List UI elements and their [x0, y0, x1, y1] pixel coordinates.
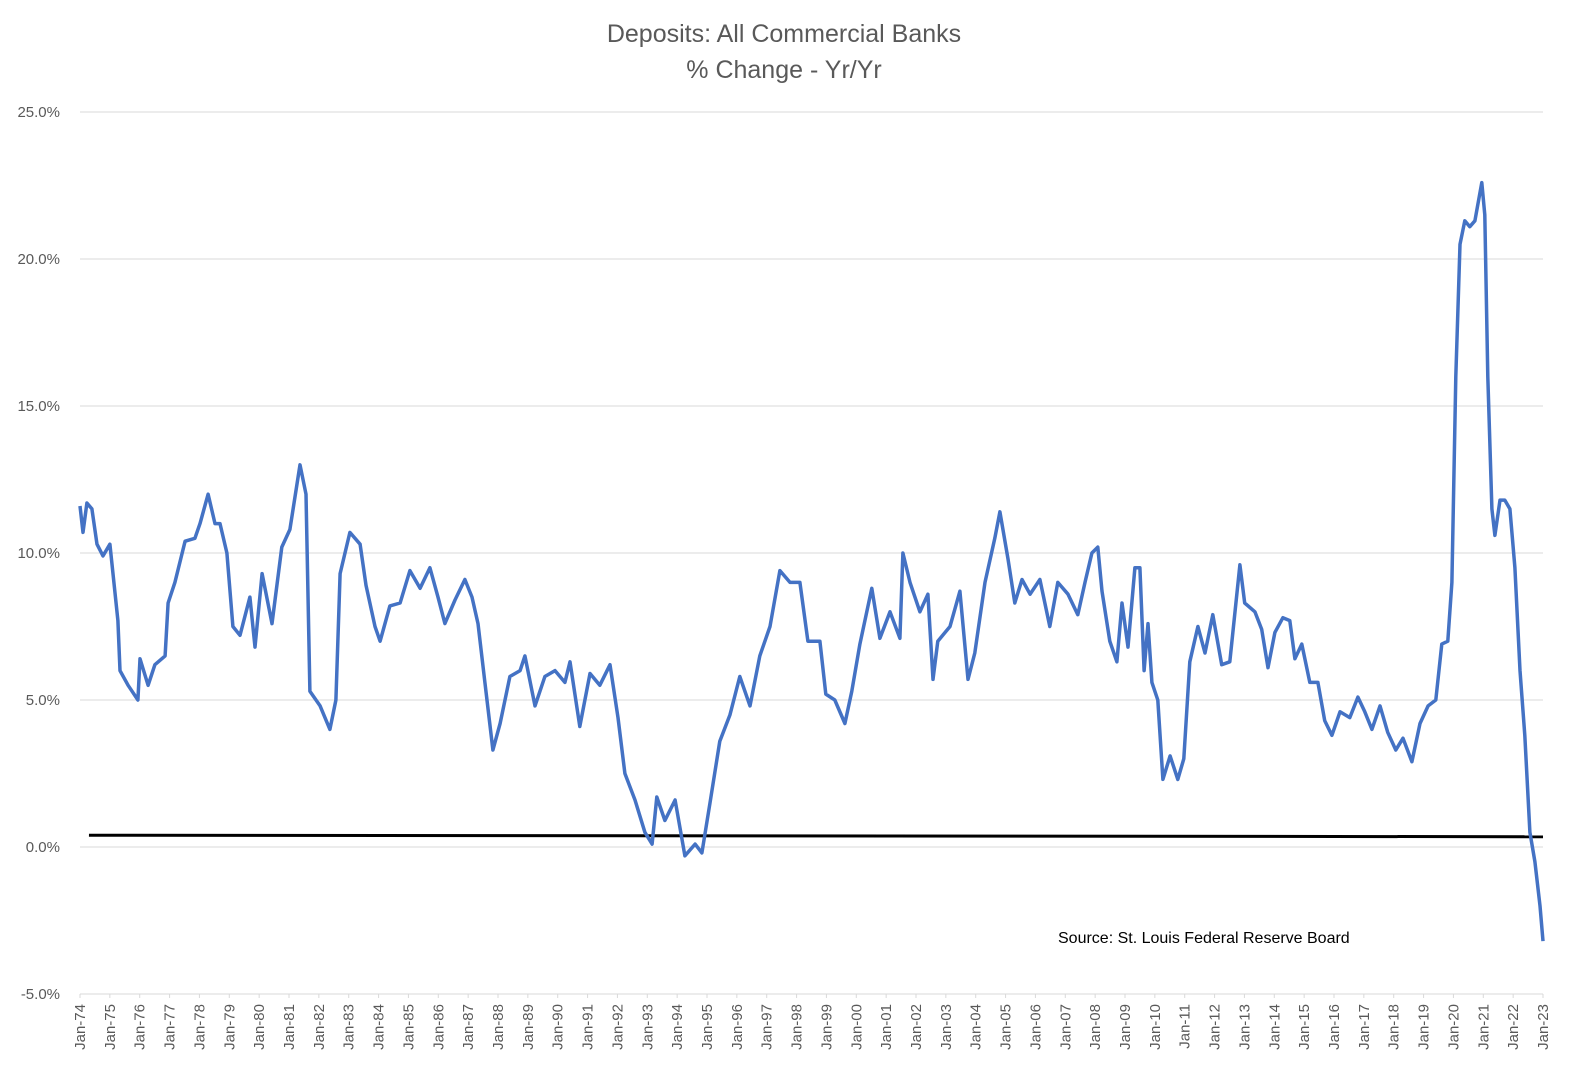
x-tick-label: Jan-97 — [759, 1004, 776, 1050]
x-tick-label: Jan-13 — [1236, 1004, 1253, 1050]
y-tick-label: 20.0% — [17, 251, 60, 268]
x-tick-label: Jan-15 — [1296, 1004, 1313, 1050]
x-tick-label: Jan-88 — [490, 1004, 507, 1050]
x-tick-label: Jan-12 — [1207, 1004, 1224, 1050]
x-tick-label: Jan-78 — [191, 1004, 208, 1050]
y-tick-label: 15.0% — [17, 398, 60, 415]
x-tick-label: Jan-14 — [1266, 1004, 1283, 1050]
x-tick-label: Jan-98 — [789, 1004, 806, 1050]
x-tick-label: Jan-16 — [1326, 1004, 1343, 1050]
x-tick-label: Jan-86 — [430, 1004, 447, 1050]
x-tick-label: Jan-90 — [550, 1004, 567, 1050]
chart-subtitle: % Change - Yr/Yr — [686, 56, 881, 84]
x-tick-label: Jan-84 — [371, 1004, 388, 1050]
x-tick-label: Jan-05 — [998, 1004, 1015, 1050]
source-note: Source: St. Louis Federal Reserve Board — [1058, 930, 1350, 947]
x-tick-label: Jan-82 — [311, 1004, 328, 1050]
x-tick-label: Jan-83 — [341, 1004, 358, 1050]
x-tick-label: Jan-80 — [251, 1004, 268, 1050]
x-tick-label: Jan-93 — [639, 1004, 656, 1050]
y-tick-label: -5.0% — [21, 986, 60, 1003]
x-tick-label: Jan-21 — [1475, 1004, 1492, 1050]
x-tick-label: Jan-01 — [878, 1004, 895, 1050]
x-tick-label: Jan-23 — [1535, 1004, 1552, 1050]
x-tick-label: Jan-06 — [1027, 1004, 1044, 1050]
y-tick-label: 5.0% — [26, 692, 60, 709]
x-tick-label: Jan-95 — [699, 1004, 716, 1050]
x-tick-label: Jan-96 — [729, 1004, 746, 1050]
x-tick-label: Jan-94 — [669, 1004, 686, 1050]
x-tick-label: Jan-00 — [848, 1004, 865, 1050]
x-tick-label: Jan-17 — [1356, 1004, 1373, 1050]
x-tick-label: Jan-91 — [580, 1004, 597, 1050]
x-tick-label: Jan-99 — [818, 1004, 835, 1050]
x-tick-label: Jan-89 — [520, 1004, 537, 1050]
x-tick-label: Jan-09 — [1117, 1004, 1134, 1050]
x-tick-label: Jan-04 — [968, 1004, 985, 1050]
x-tick-label: Jan-79 — [221, 1004, 238, 1050]
x-tick-label: Jan-19 — [1416, 1004, 1433, 1050]
x-tick-label: Jan-81 — [281, 1004, 298, 1050]
x-tick-label: Jan-76 — [132, 1004, 149, 1050]
x-tick-label: Jan-03 — [938, 1004, 955, 1050]
y-tick-label: 25.0% — [17, 104, 60, 121]
x-tick-label: Jan-20 — [1445, 1004, 1462, 1050]
x-tick-label: Jan-07 — [1057, 1004, 1074, 1050]
x-tick-label: Jan-85 — [400, 1004, 417, 1050]
data-line — [78, 180, 1545, 942]
x-tick-label: Jan-77 — [162, 1004, 179, 1050]
reference-line — [88, 833, 1544, 839]
y-tick-label: 10.0% — [17, 545, 60, 562]
chart-title: Deposits: All Commercial Banks — [607, 20, 961, 48]
x-tick-label: Jan-75 — [102, 1004, 119, 1050]
x-tick-label: Jan-02 — [908, 1004, 925, 1050]
x-tick-label: Jan-87 — [460, 1004, 477, 1050]
x-tick-label: Jan-18 — [1386, 1004, 1403, 1050]
x-tick-label: Jan-74 — [72, 1004, 89, 1050]
x-tick-label: Jan-08 — [1087, 1004, 1104, 1050]
x-tick-label: Jan-10 — [1147, 1004, 1164, 1050]
y-tick-label: 0.0% — [26, 839, 60, 856]
x-tick-label: Jan-22 — [1505, 1004, 1522, 1050]
x-tick-label: Jan-11 — [1177, 1004, 1194, 1049]
x-tick-label: Jan-92 — [609, 1004, 626, 1050]
